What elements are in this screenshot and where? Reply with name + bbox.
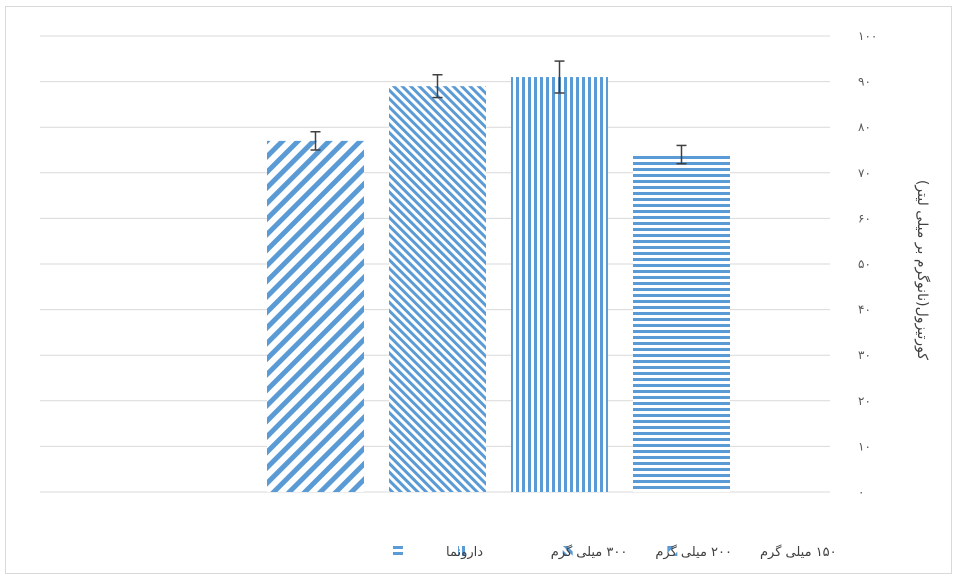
- y-tick-label: ۶۰: [858, 211, 871, 225]
- y-tick-label: ۱۰۰: [858, 29, 877, 43]
- y-tick-label: ۱۰: [858, 439, 871, 453]
- bar: [267, 140, 364, 492]
- y-tick-label: ۸۰: [858, 120, 871, 134]
- bar: [389, 86, 486, 492]
- error-bars: [310, 60, 687, 165]
- legend-label: ۱۵۰ میلی گرم: [760, 544, 837, 560]
- y-tick-label: ۹۰: [858, 75, 871, 89]
- legend-label: ۲۰۰ میلی گرم: [655, 544, 732, 560]
- bar: [633, 154, 730, 492]
- legend-swatch: [667, 546, 678, 556]
- y-tick-label: ۰: [858, 485, 864, 499]
- legend-label: ۳۰۰ میلی گرم: [551, 544, 628, 560]
- legend-swatch: [392, 546, 403, 556]
- y-tick-label: ۲۰: [858, 394, 871, 408]
- y-tick-label: ۵۰: [858, 257, 871, 271]
- y-tick-label: ۷۰: [858, 166, 871, 180]
- y-axis-ticks: ۰ ۱۰ ۲۰ ۳۰ ۴۰ ۵۰ ۶۰ ۷۰ ۸۰ ۹۰ ۱۰۰: [858, 29, 877, 499]
- legend: ۱۵۰ میلی گرم ۲۰۰ میلی گرم ۳۰۰ میلی گرم دارو…: [392, 544, 837, 560]
- legend-swatch: [562, 546, 573, 556]
- legend-label: دارونما: [446, 545, 483, 560]
- bars: [267, 77, 730, 492]
- legend-swatch: [458, 546, 469, 556]
- bar: [511, 77, 608, 492]
- y-tick-label: ۳۰: [858, 348, 871, 362]
- y-tick-label: ۴۰: [858, 303, 871, 317]
- y-axis-label: کورتیزول(نانوگرم بر میلی لیتر): [914, 180, 931, 360]
